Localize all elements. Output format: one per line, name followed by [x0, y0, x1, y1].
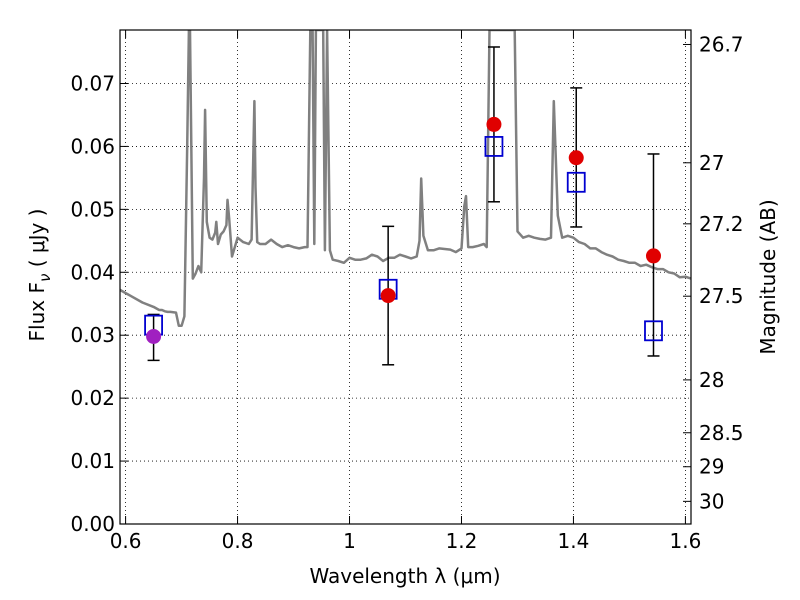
y-axis-title: Flux Fν ( μJy ) — [25, 209, 54, 342]
x-tick-label: 1.4 — [558, 529, 590, 553]
y-axis-title-subscript: ν — [36, 274, 54, 282]
observed-flux-marker — [645, 248, 661, 264]
observed-flux-marker — [568, 150, 584, 166]
right-tick-label: 28.5 — [699, 421, 744, 445]
y-axis-title-main: Flux F — [25, 282, 49, 341]
axis-ticks — [120, 30, 691, 525]
y-axis-title-unit: ( μJy ) — [25, 209, 49, 274]
grid — [120, 30, 691, 525]
model-bandpass-marker — [644, 320, 663, 342]
model-bandpass-marker — [566, 171, 586, 193]
right-tick-label: 27.2 — [699, 212, 744, 236]
y-tick-label: 0.07 — [70, 71, 115, 95]
right-tick-label: 28 — [699, 368, 724, 392]
model-spectrum-line — [120, 30, 691, 328]
plot-border — [119, 29, 692, 525]
y-tick-label: 0.03 — [70, 323, 115, 347]
tick-labels: 0.6 0.8 1 1.2 1.4 1.6 0.00 0.01 0.02 0.03 0.04 0.05… — [70, 32, 743, 553]
data-points — [144, 46, 663, 366]
right-tick-label: 26.7 — [699, 32, 744, 56]
y-tick-label: 0.04 — [70, 260, 115, 284]
x-tick-label: 1.2 — [446, 529, 478, 553]
observed-flux-marker — [380, 288, 396, 304]
x-tick-label: 1 — [343, 529, 356, 553]
y-tick-label: 0.02 — [70, 386, 115, 410]
x-tick-label: 0.6 — [110, 529, 142, 553]
observed-flux-marker — [486, 116, 502, 132]
y-tick-label: 0.06 — [70, 134, 115, 158]
y-tick-label: 0.05 — [70, 197, 115, 221]
observed-flux-marker — [146, 328, 162, 344]
x-tick-label: 1.6 — [669, 529, 701, 553]
right-axis-title: Magnitude (AB) — [756, 199, 780, 354]
x-tick-label: 0.8 — [222, 529, 254, 553]
model-spectrum — [120, 30, 691, 328]
right-tick-label: 27 — [699, 151, 724, 175]
y-tick-label: 0.00 — [70, 512, 115, 536]
plot-frame — [119, 29, 692, 525]
right-tick-label: 30 — [699, 489, 724, 513]
y-tick-label: 0.01 — [70, 449, 115, 473]
right-tick-label: 27.5 — [699, 284, 744, 308]
x-axis-title: Wavelength λ (μm) — [309, 564, 500, 588]
right-tick-label: 29 — [699, 455, 724, 479]
model-bandpass-marker — [484, 136, 504, 157]
